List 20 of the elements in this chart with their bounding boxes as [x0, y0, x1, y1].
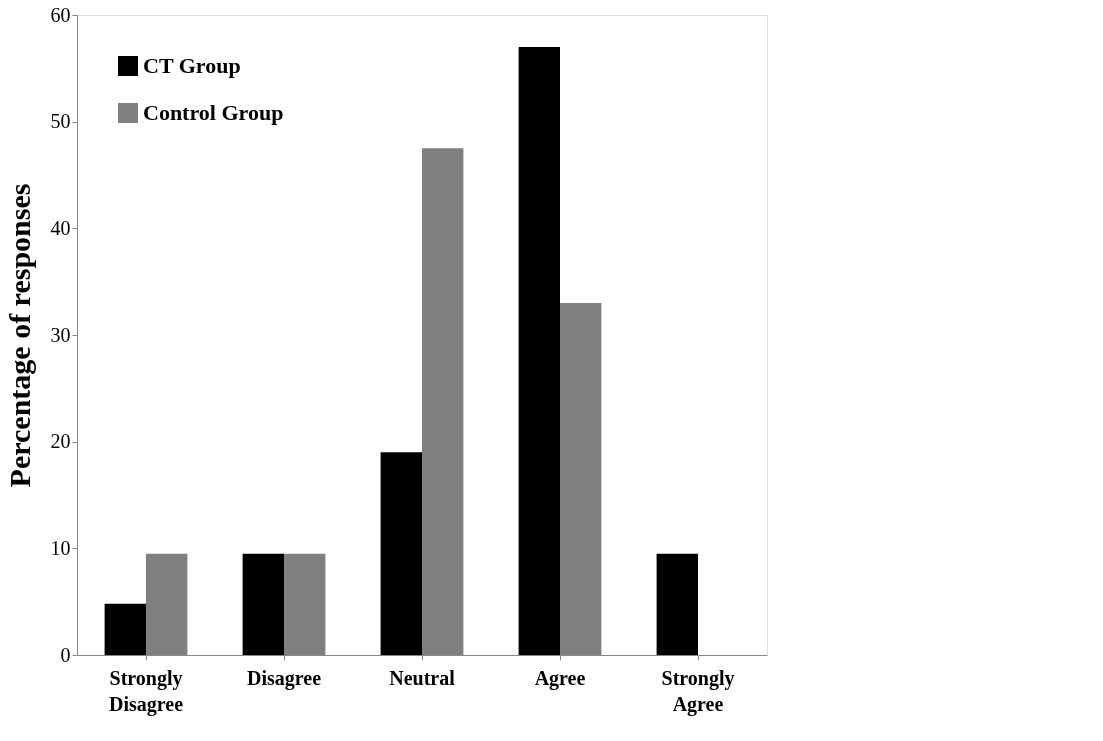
x-tick-label: Agree	[534, 666, 586, 690]
y-axis-title: Percentage of responses	[2, 183, 36, 488]
x-tick-label: Strongly Agree	[661, 666, 735, 716]
y-tick-label: 10	[50, 536, 71, 559]
y-tick-label: 60	[50, 3, 71, 26]
legend-label: CT Group	[143, 53, 241, 78]
legend-label: Control Group	[143, 100, 284, 125]
y-tick-label: 50	[50, 110, 71, 133]
y-tick-label: 20	[50, 430, 71, 453]
bar	[656, 553, 698, 655]
bar	[242, 553, 284, 655]
bar	[380, 452, 422, 655]
bar	[104, 603, 146, 655]
x-tick-label: Disagree	[246, 666, 322, 690]
y-tick-label: 40	[50, 216, 71, 239]
y-tick-label: 30	[50, 323, 71, 346]
bar	[518, 47, 560, 655]
x-tick-label: Strongly Disagree	[108, 666, 184, 716]
y-tick-label: 0	[60, 643, 71, 666]
x-tick-label: Neutral	[389, 666, 456, 689]
